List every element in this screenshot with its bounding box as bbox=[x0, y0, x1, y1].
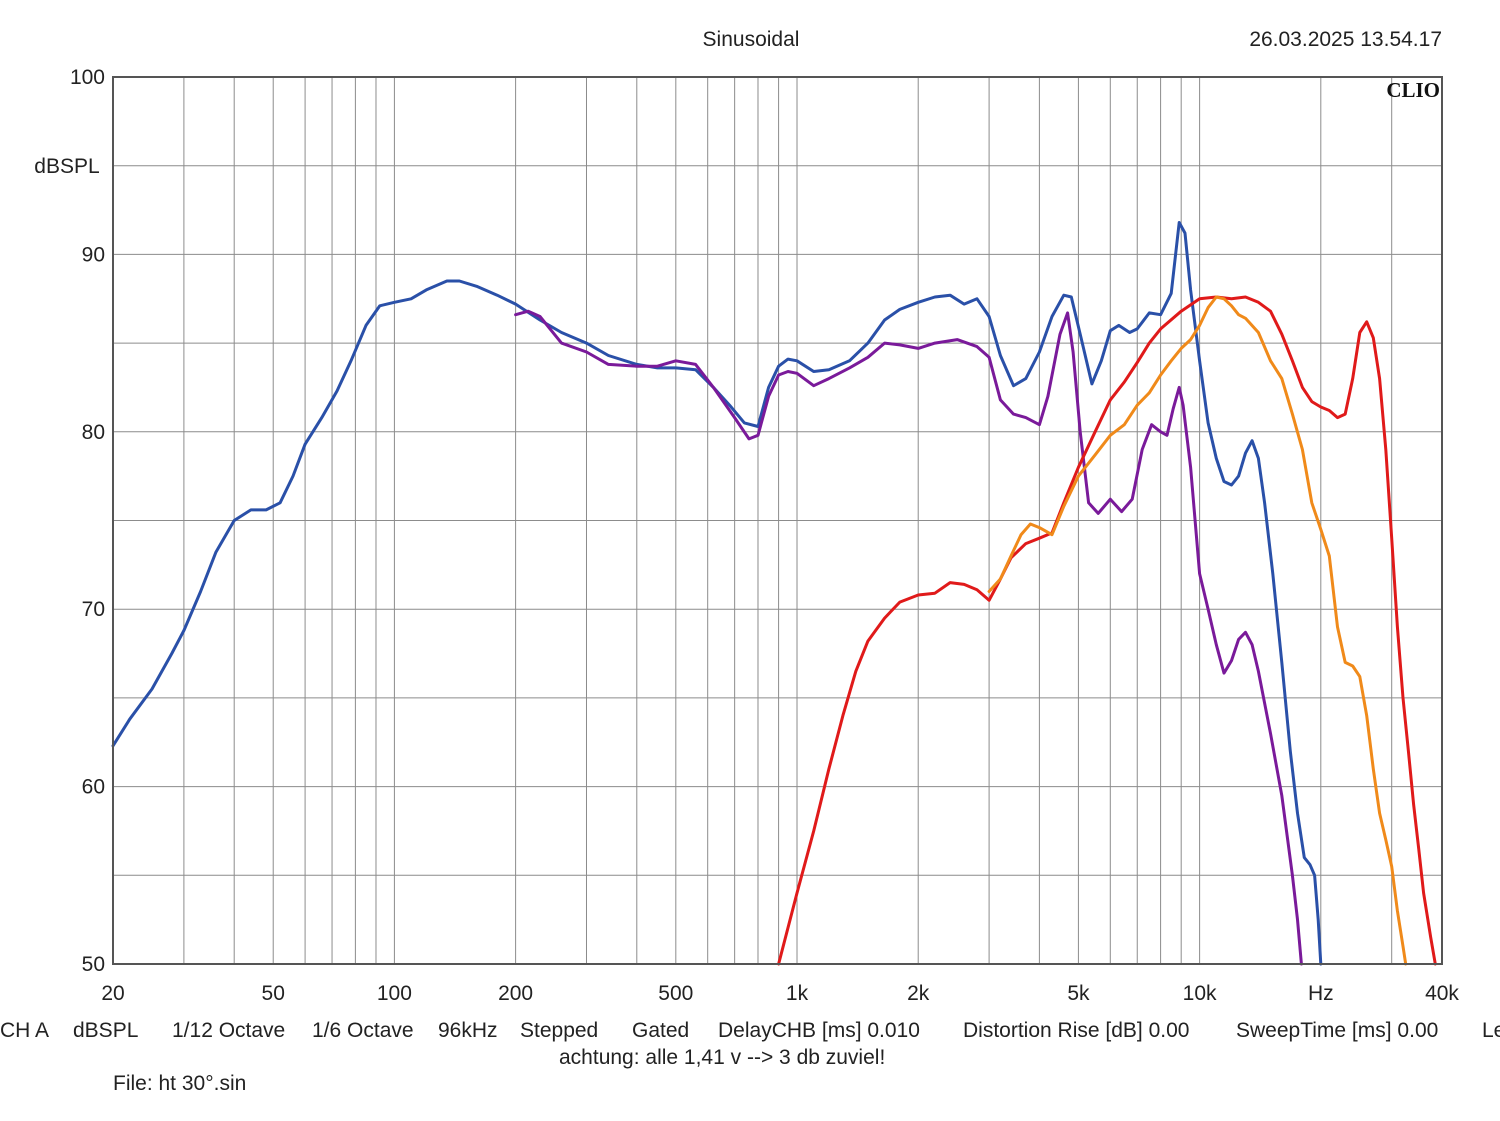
plot-frame bbox=[112, 76, 1443, 965]
status-stepped: Stepped bbox=[520, 1019, 599, 1042]
status-unit: dBSPL bbox=[73, 1019, 139, 1042]
y-tick-label: 60 bbox=[82, 776, 105, 799]
timestamp: 26.03.2025 13.54.17 bbox=[1249, 28, 1442, 51]
series-line-2 bbox=[514, 309, 1303, 966]
status-samplerate: 96kHz bbox=[438, 1019, 498, 1042]
y-tick-label: 80 bbox=[82, 421, 105, 444]
x-tick-label: 10k bbox=[1183, 982, 1217, 1005]
x-tick-label: 500 bbox=[658, 982, 693, 1005]
series-line-3 bbox=[777, 295, 1437, 966]
status-sweeptime: SweepTime [ms] 0.00 bbox=[1236, 1019, 1439, 1042]
status-gated: Gated bbox=[632, 1019, 690, 1042]
status-smoothing-2: 1/6 Octave bbox=[312, 1019, 414, 1042]
x-tick-label: 2k bbox=[907, 982, 930, 1005]
status-smoothing-1: 1/12 Octave bbox=[172, 1019, 286, 1042]
x-tick-label: 1k bbox=[786, 982, 809, 1005]
y-tick-label: 50 bbox=[82, 953, 105, 976]
y-tick-labels: 100 90 80 70 60 50 bbox=[70, 66, 105, 976]
x-tick-label: 200 bbox=[498, 982, 533, 1005]
status-overflow: Le bbox=[1482, 1019, 1500, 1042]
status-row: CH A dBSPL 1/12 Octave 1/6 Octave 96kHz … bbox=[0, 1019, 1500, 1047]
clio-logo: CLIO bbox=[1386, 78, 1440, 102]
horizontal-gridlines bbox=[113, 76, 1442, 965]
series-line-1 bbox=[111, 221, 1323, 966]
x-tick-label: 40k bbox=[1425, 982, 1459, 1005]
x-tick-label: 100 bbox=[377, 982, 412, 1005]
y-tick-label: 90 bbox=[82, 243, 105, 266]
warning-note: achtung: alle 1,41 v --> 3 db zuviel! bbox=[559, 1046, 886, 1069]
y-axis-label: dBSPL bbox=[34, 155, 99, 178]
chart-title: Sinusoidal bbox=[703, 28, 800, 51]
x-tick-label: 50 bbox=[262, 982, 285, 1005]
series-layer bbox=[111, 221, 1437, 966]
x-tick-label: 20 bbox=[101, 982, 124, 1005]
x-tick-labels: 20 50 100 200 500 1k 2k 5k 10k Hz 40k bbox=[101, 982, 1459, 1005]
status-channel: CH A bbox=[0, 1019, 50, 1042]
series-line-4 bbox=[987, 295, 1408, 966]
x-tick-label: 5k bbox=[1067, 982, 1090, 1005]
file-name: File: ht 30°.sin bbox=[113, 1072, 247, 1095]
status-distortion-rise: Distortion Rise [dB] 0.00 bbox=[963, 1019, 1190, 1042]
status-delay: DelayCHB [ms] 0.010 bbox=[718, 1019, 920, 1042]
y-tick-label: 70 bbox=[82, 598, 105, 621]
y-tick-label: 100 bbox=[70, 66, 105, 89]
x-tick-label: Hz bbox=[1308, 982, 1334, 1005]
